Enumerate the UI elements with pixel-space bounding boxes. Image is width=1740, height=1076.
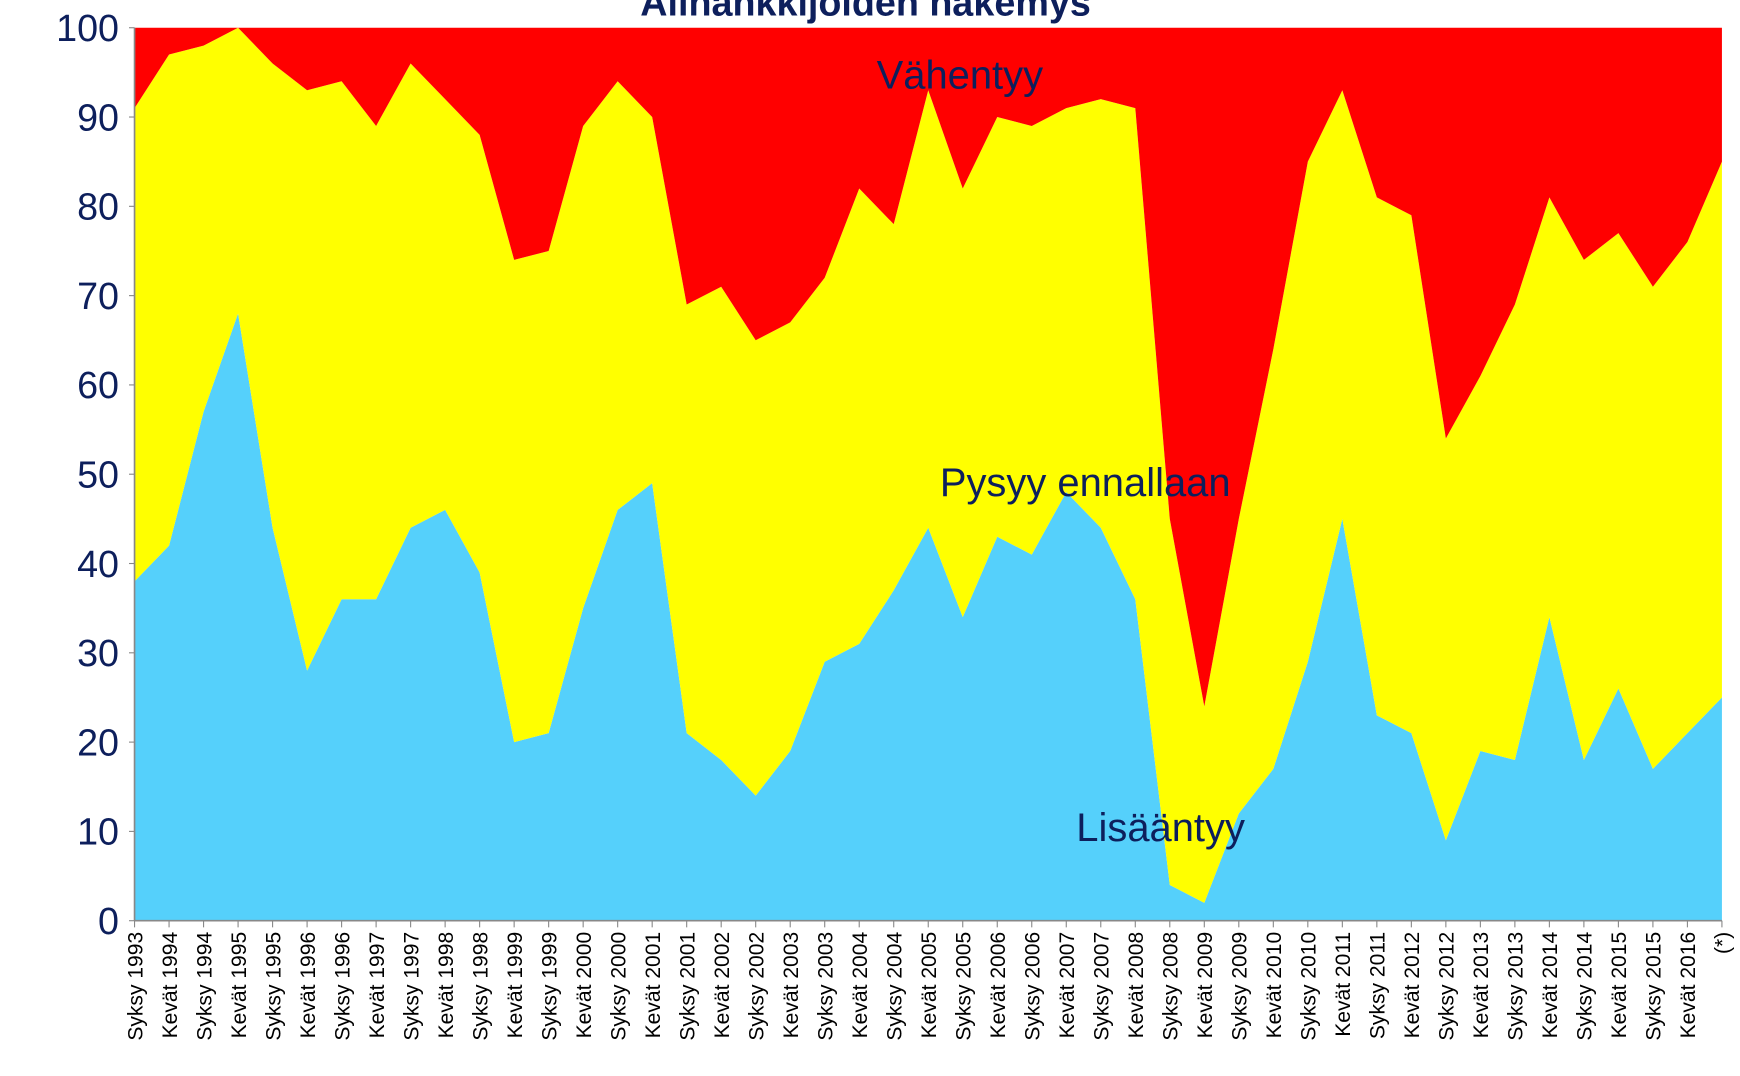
x-tick-label: Kevät 1997	[366, 932, 389, 1039]
y-tick-label: 90	[77, 96, 119, 138]
x-tick-label: Kevät 2000	[573, 932, 596, 1039]
y-tick-label: 30	[77, 632, 119, 674]
x-tick-label: Syksy 2014	[1574, 932, 1597, 1041]
y-tick-label: 50	[77, 454, 119, 496]
x-tick-label: Kevät 2006	[987, 932, 1010, 1039]
area	[134, 27, 1722, 903]
series-label: Lisääntyy	[1076, 806, 1245, 850]
x-tick-label: Kevät 2005	[918, 932, 941, 1039]
x-tick-label: Kevät 2002	[711, 932, 734, 1039]
y-tick-label: 100	[56, 7, 119, 49]
x-tick-label: Kevät 2016	[1677, 932, 1700, 1039]
x-tick-label: Syksy 2010	[1298, 932, 1321, 1041]
x-tick-label: Syksy 1997	[400, 932, 423, 1041]
x-tick-label: Kevät 2013	[1470, 932, 1493, 1039]
x-tick-label: Kevät 2003	[780, 932, 803, 1039]
x-tick-label: Syksy 2005	[953, 932, 976, 1041]
y-tick-label: 10	[77, 811, 119, 853]
x-tick-label: Kevät 2010	[1263, 932, 1286, 1039]
x-tick-label: Syksy 1998	[469, 932, 492, 1041]
y-tick-label: 0	[98, 900, 119, 942]
x-tick-label: Kevät 2011	[1332, 932, 1355, 1037]
x-tick-label: Syksy 2012	[1436, 932, 1459, 1041]
x-tick-label: Kevät 2015	[1608, 932, 1631, 1039]
x-tick-label: Syksy 2001	[676, 932, 699, 1041]
x-tick-label: Syksy 1999	[538, 932, 561, 1041]
x-tick-label: Kevät 1995	[228, 932, 251, 1039]
x-tick-label: Syksy 2013	[1505, 932, 1528, 1041]
x-tick-label: Syksy 2003	[814, 932, 837, 1041]
x-tick-label: (*)	[1712, 932, 1735, 954]
x-tick-label: Kevät 2009	[1194, 932, 1217, 1039]
x-tick-label: Kevät 2001	[642, 932, 665, 1039]
x-tick-label: Kevät 1996	[297, 932, 320, 1039]
x-tick-label: Kevät 2012	[1401, 932, 1424, 1039]
x-tick-label: Syksy 2002	[745, 932, 768, 1041]
x-tick-label: Kevät 2007	[1056, 932, 1079, 1039]
x-tick-label: Kevät 1999	[504, 932, 527, 1039]
series-label: Vähentyy	[877, 54, 1043, 98]
y-tick-label: 80	[77, 186, 119, 228]
chart-title: Alihankkijoiden näkemys	[640, 0, 1091, 24]
y-tick-label: 40	[77, 543, 119, 585]
series-label: Pysyy ennallaan	[940, 461, 1231, 505]
x-tick-label: Syksy 2011	[1367, 932, 1390, 1039]
y-tick-label: 60	[77, 364, 119, 406]
x-tick-label: Syksy 2009	[1229, 932, 1252, 1041]
x-tick-label: Syksy 2006	[1022, 932, 1045, 1041]
x-tick-label: Syksy 2004	[883, 932, 906, 1041]
x-tick-label: Kevät 2008	[1125, 932, 1148, 1039]
x-tick-label: Kevät 1998	[435, 932, 458, 1039]
x-tick-label: Syksy 2015	[1643, 932, 1666, 1041]
x-tick-label: Syksy 1996	[331, 932, 354, 1041]
x-tick-label: Syksy 2000	[607, 932, 630, 1041]
x-tick-label: Kevät 2014	[1539, 932, 1562, 1039]
x-tick-label: Kevät 1994	[159, 932, 182, 1039]
y-tick-label: 70	[77, 275, 119, 317]
x-tick-label: Syksy 2007	[1091, 932, 1114, 1041]
x-tick-label: Syksy 1995	[262, 932, 285, 1041]
x-tick-label: Syksy 1994	[193, 932, 216, 1041]
x-tick-label: Syksy 1993	[124, 932, 147, 1041]
x-tick-label: Kevät 2004	[849, 932, 872, 1039]
area	[134, 27, 1722, 707]
area	[134, 313, 1722, 921]
y-tick-label: 20	[77, 721, 119, 763]
x-tick-label: Syksy 2008	[1160, 932, 1183, 1041]
